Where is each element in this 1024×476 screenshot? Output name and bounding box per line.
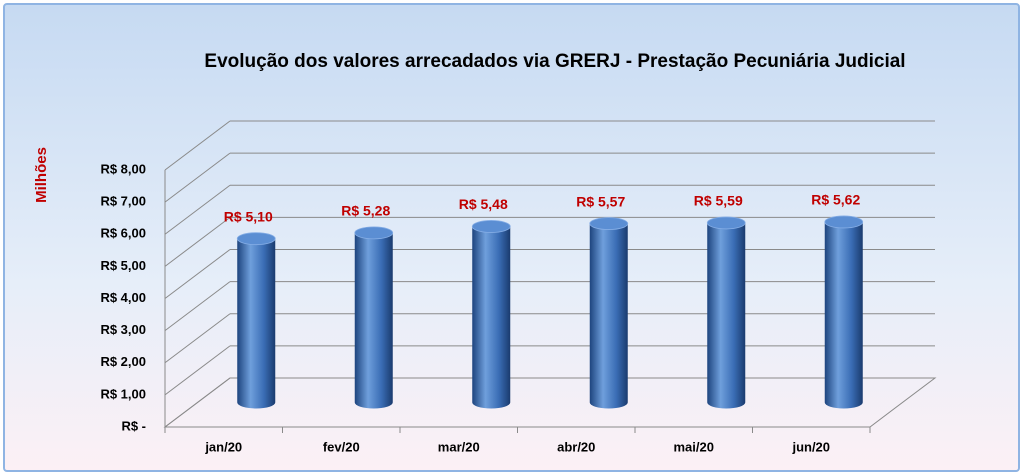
y-tick-label: R$ 3,00: [100, 322, 146, 337]
value-label: R$ 5,62: [811, 192, 860, 208]
y-tick-label: R$ 5,00: [100, 258, 146, 273]
grid-line: [164, 184, 231, 235]
chart-title: Evolução dos valores arrecadados via GRE…: [204, 51, 905, 72]
bar-top: [236, 232, 276, 246]
grid-line: [164, 152, 231, 203]
grid-line: [164, 216, 231, 267]
chart-frame: [3, 3, 1020, 472]
value-label: R$ 5,57: [576, 193, 625, 209]
bar-top: [706, 216, 746, 230]
y-tick-label: R$ 1,00: [100, 386, 146, 401]
bar-top: [589, 217, 629, 230]
x-tick-label: fev/20: [323, 439, 360, 454]
value-label: R$ 5,48: [459, 196, 508, 212]
x-tick-label: mar/20: [438, 439, 480, 454]
grid-line: [164, 313, 231, 364]
value-label: R$ 5,10: [224, 208, 273, 224]
y-tick-label: R$ 6,00: [100, 226, 146, 241]
bar-top: [471, 220, 511, 233]
y-tick-label: R$ 4,00: [100, 290, 146, 305]
value-label: R$ 5,28: [341, 203, 390, 219]
y-tick-label: R$ 2,00: [100, 354, 146, 369]
bar: [472, 226, 511, 409]
grid-line: [164, 281, 231, 332]
grid-line: [164, 249, 231, 299]
bar: [354, 232, 393, 409]
x-tick-label: jan/20: [204, 439, 242, 454]
bar-top: [354, 226, 394, 240]
grid-line: [164, 120, 231, 171]
grid-line: [164, 377, 231, 428]
bar: [589, 223, 628, 409]
y-tick-label: R$ -: [121, 418, 146, 433]
bar: [824, 221, 863, 409]
y-axis-label: Milhões: [33, 147, 50, 203]
x-tick-label: mai/20: [674, 439, 714, 454]
bar: [237, 238, 276, 409]
grid-line: [164, 345, 231, 396]
y-tick-label: R$ 8,00: [100, 161, 146, 176]
x-tick-label: jun/20: [791, 439, 830, 454]
bar-top: [824, 215, 864, 229]
y-tick-label: R$ 7,00: [100, 194, 146, 209]
bar: [707, 222, 746, 409]
value-label: R$ 5,59: [694, 193, 743, 209]
x-tick-label: abr/20: [557, 439, 595, 454]
